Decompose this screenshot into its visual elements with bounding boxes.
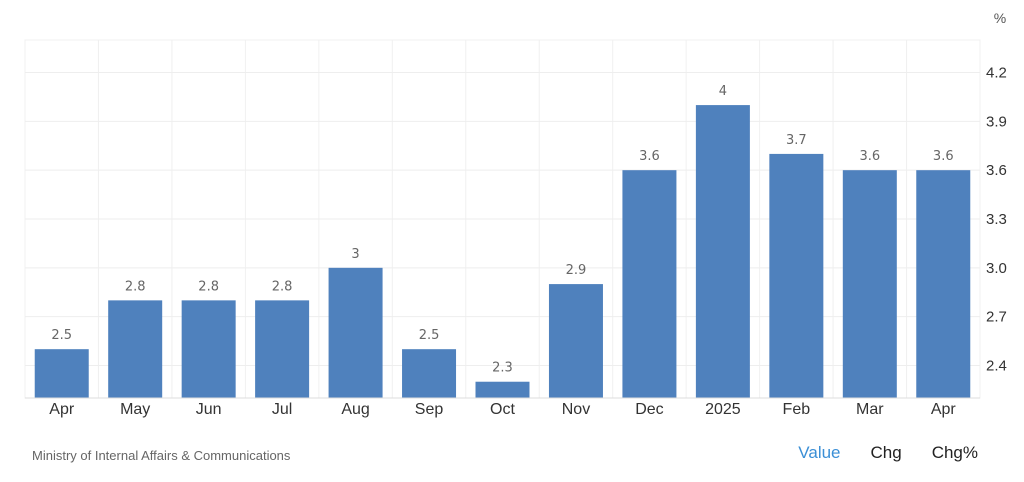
chart-footer: Ministry of Internal Affairs & Communica…	[0, 440, 1024, 470]
y-unit-label: %	[994, 10, 1006, 26]
bar-dec-8[interactable]	[622, 170, 677, 398]
data-label: 2.5	[51, 328, 72, 343]
x-tick-label: 2025	[705, 401, 741, 418]
bar-sep-5[interactable]	[402, 349, 457, 398]
x-tick-label: Aug	[341, 401, 369, 418]
bar-apr-0[interactable]	[34, 349, 89, 398]
y-tick-label: 2.4	[986, 357, 1007, 374]
tab-chg[interactable]: Chg	[870, 443, 902, 462]
y-tick-label: 3.9	[986, 113, 1007, 130]
data-label: 3.6	[859, 149, 880, 164]
y-tick-label: 4.2	[986, 65, 1007, 82]
data-label: 2.8	[198, 279, 219, 294]
source-label: Ministry of Internal Affairs & Communica…	[32, 448, 291, 463]
y-tick-label: 2.7	[986, 309, 1007, 326]
bar-jun-2[interactable]	[181, 300, 236, 398]
bar-chart: 2.4 2.7 3.0 3.3 3.6 3.9 4.2% 2.5 Apr 2.8 May 2.8 Jun…	[24, 10, 1007, 418]
bar-apr-12[interactable]	[916, 170, 971, 398]
chart-area: 2.4 2.7 3.0 3.3 3.6 3.9 4.2% 2.5 Apr 2.8 May 2.8 Jun…	[24, 10, 1007, 418]
x-tick-label: Nov	[562, 401, 590, 418]
data-label: 3.6	[933, 149, 954, 164]
x-tick-label: Apr	[931, 401, 957, 418]
bar-may-1[interactable]	[108, 300, 163, 398]
y-tick-label: 3.3	[986, 211, 1007, 228]
x-tick-label: Oct	[490, 401, 515, 418]
view-tabs: Value Chg Chg%	[768, 443, 978, 463]
tab-value[interactable]: Value	[798, 443, 841, 462]
bar-nov-7[interactable]	[548, 284, 603, 398]
x-tick-label: Mar	[856, 401, 884, 418]
tab-chg-percent[interactable]: Chg%	[931, 443, 978, 462]
data-label: 2.3	[492, 361, 513, 376]
bar-mar-11[interactable]	[842, 170, 897, 398]
data-label: 3	[351, 247, 359, 262]
bar-feb-10[interactable]	[769, 153, 824, 398]
data-label: 3.6	[639, 149, 660, 164]
x-tick-label: Apr	[49, 401, 75, 418]
x-tick-label: May	[120, 401, 150, 418]
bar-2025-9[interactable]	[695, 105, 750, 398]
data-label: 2.8	[125, 279, 146, 294]
bar-oct-6[interactable]	[475, 381, 530, 398]
data-label: 2.9	[566, 263, 587, 278]
bar-jul-3[interactable]	[255, 300, 310, 398]
data-label: 4	[719, 84, 727, 99]
bar-aug-4[interactable]	[328, 267, 383, 398]
x-tick-label: Jun	[196, 401, 222, 418]
data-label: 3.7	[786, 133, 807, 148]
x-tick-label: Feb	[783, 401, 811, 418]
y-tick-label: 3.6	[986, 162, 1007, 179]
y-tick-label: 3.0	[986, 260, 1007, 277]
x-tick-label: Sep	[415, 401, 444, 418]
data-label: 2.5	[419, 328, 440, 343]
x-tick-label: Jul	[272, 401, 292, 418]
data-label: 2.8	[272, 279, 293, 294]
x-tick-label: Dec	[635, 401, 663, 418]
